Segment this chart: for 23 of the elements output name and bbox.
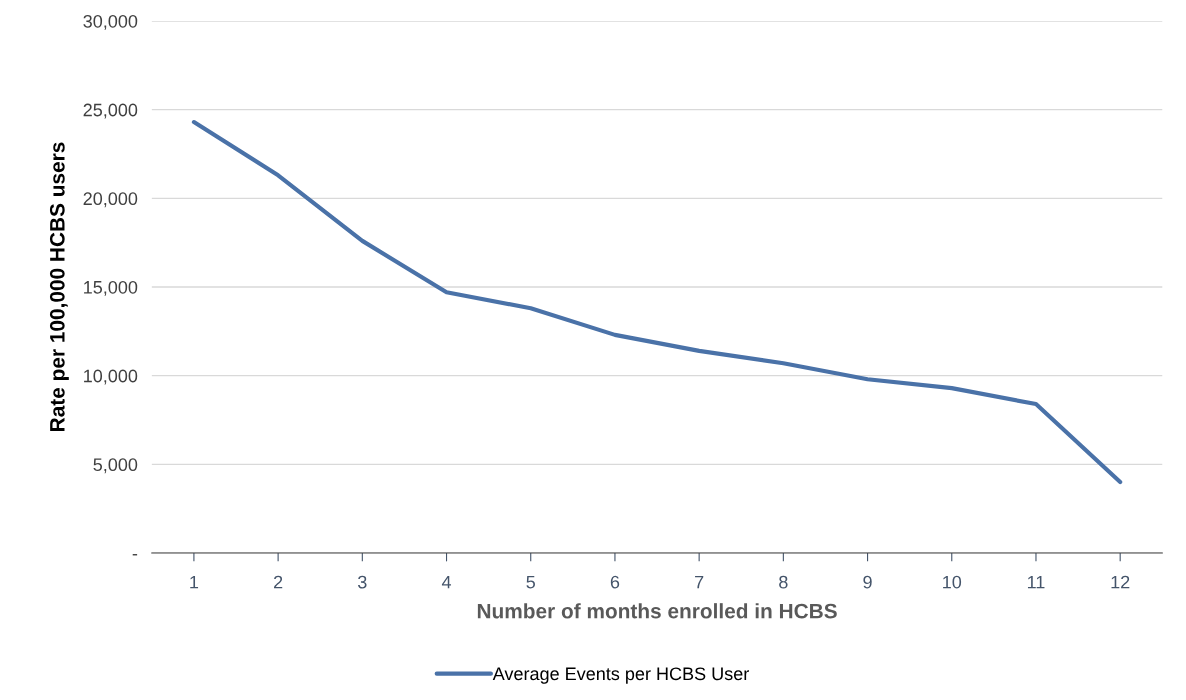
y-tick-label: 10,000 bbox=[84, 369, 138, 385]
x-tick-label: 3 bbox=[357, 575, 367, 589]
x-tick-label: 9 bbox=[863, 575, 872, 589]
y-axis-title: Rate per 100,000 HCBS users bbox=[49, 142, 69, 431]
y-tick-label: 30,000 bbox=[83, 14, 138, 30]
x-tick-label: 10 bbox=[943, 575, 962, 589]
x-axis-title: Number of months enrolled in HCBS bbox=[477, 603, 837, 619]
x-tick-label: 1 bbox=[190, 575, 199, 589]
legend-label: Average Events per HCBS User bbox=[492, 667, 749, 684]
x-tick-label: 12 bbox=[1111, 575, 1130, 589]
y-tick-label: 25,000 bbox=[83, 103, 138, 119]
line-series bbox=[191, 119, 1123, 485]
y-tick-label: 20,000 bbox=[83, 192, 138, 208]
x-tick-label: 2 bbox=[274, 575, 283, 589]
x-tick-label: 5 bbox=[526, 575, 535, 589]
x-tick-label: 7 bbox=[695, 575, 704, 589]
x-tick-label: 11 bbox=[1027, 575, 1045, 589]
y-tick-label: 15,000 bbox=[84, 280, 138, 296]
y-tick-label: - bbox=[132, 554, 138, 556]
x-tick-label: 4 bbox=[441, 575, 452, 589]
y-tick-label: 5,000 bbox=[93, 458, 138, 474]
x-tick-label: 6 bbox=[610, 575, 620, 589]
x-tick-label: 8 bbox=[779, 575, 788, 589]
